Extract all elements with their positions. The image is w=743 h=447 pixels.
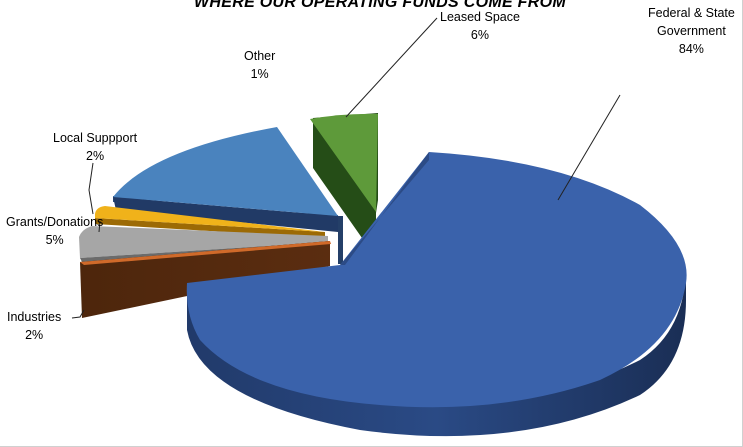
label-federal-state-name-line1: Federal & State <box>648 6 735 20</box>
slice-local-support-top <box>95 206 325 232</box>
slice-federal-state-top <box>186 152 687 408</box>
label-local-support-name: Local Suppport <box>53 131 138 145</box>
label-leased-space-value: 6% <box>470 28 489 42</box>
leader-lines <box>71 17 621 319</box>
label-federal-state-name-line2: Government <box>657 24 726 38</box>
label-industries: Industries 2% <box>7 308 61 344</box>
label-industries-value: 2% <box>25 328 44 342</box>
slice-local-support-side <box>95 218 325 238</box>
slice-federal-state <box>186 152 687 437</box>
label-federal-state-value: 84% <box>678 42 704 56</box>
leader-grants <box>98 220 101 233</box>
label-grants-name: Grants/Donations <box>6 215 104 229</box>
leader-leased-space <box>345 17 438 118</box>
label-other: Other 1% <box>244 47 275 83</box>
slice-other-side <box>113 197 338 232</box>
label-leased-space: Leased Space 6% <box>440 8 520 44</box>
label-grants: Grants/Donations 5% <box>6 213 103 249</box>
slice-grants-top <box>79 226 328 258</box>
slice-local-support <box>95 206 325 238</box>
slice-industries-side <box>80 241 330 318</box>
label-local-support-value: 2% <box>86 149 105 163</box>
label-leased-space-name: Leased Space <box>440 10 520 24</box>
label-industries-name: Industries <box>7 310 62 324</box>
label-other-value: 1% <box>250 67 269 81</box>
slice-other <box>113 127 343 264</box>
label-federal-state-name: Federal & State Government <box>648 4 735 40</box>
slice-industries <box>80 241 331 318</box>
slice-other-top <box>113 127 338 216</box>
label-federal-state: Federal & State Government 84% <box>648 4 735 58</box>
leader-local-support <box>88 162 94 215</box>
label-grants-value: 5% <box>45 233 64 247</box>
leader-federal-state <box>557 94 621 201</box>
chart-title: WHERE OUR OPERATING FUNDS COME FROM <box>194 0 566 11</box>
label-other-name: Other <box>244 49 276 63</box>
slice-leased-space <box>310 113 378 258</box>
leader-industries <box>71 309 85 319</box>
label-local-support: Local Suppport 2% <box>53 129 137 165</box>
slice-leased-space-top <box>310 113 378 212</box>
